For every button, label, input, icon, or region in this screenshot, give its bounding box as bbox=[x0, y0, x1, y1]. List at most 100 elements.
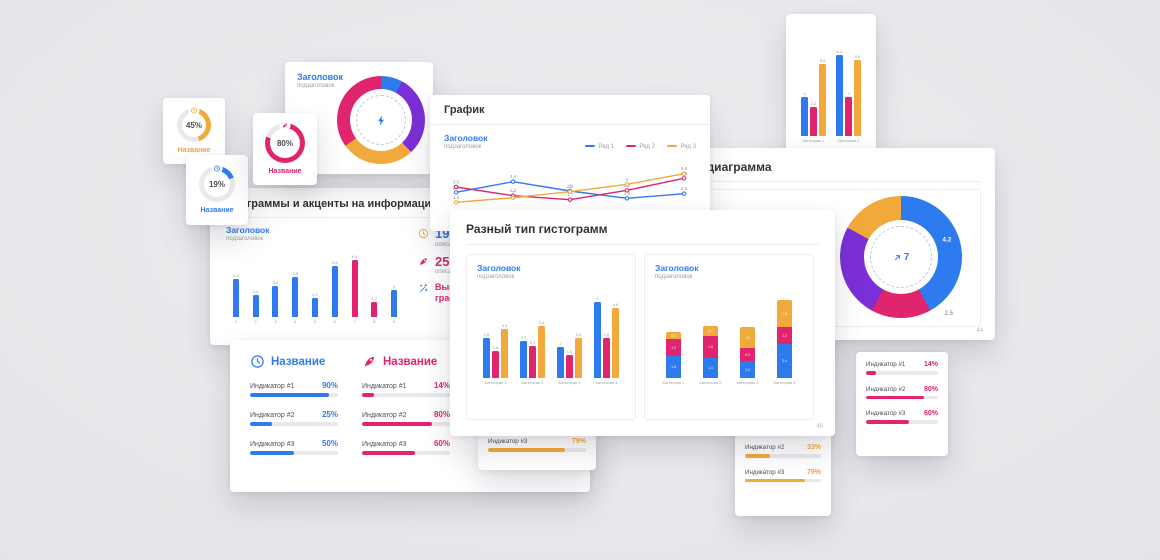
panel-heading: Заголовок bbox=[444, 133, 488, 143]
divider bbox=[226, 217, 576, 218]
bar-chart: 4.3 2.5 3.5 4.5 2.2 5.8 6.4 1.7 3 1 2 3 4 5 6 7 8 9 bbox=[232, 254, 398, 324]
card-title: Диаграммы и акценты на информацию bbox=[226, 198, 441, 210]
svg-text:2: 2 bbox=[512, 190, 515, 195]
legend-label: Ряд 2 bbox=[639, 144, 655, 150]
magic-wand-icon bbox=[418, 283, 429, 294]
column-header: Название bbox=[362, 354, 450, 369]
gauge-value: 19% bbox=[208, 179, 225, 189]
indicator-percent: 60% bbox=[923, 410, 938, 417]
indicator-percent: 25% bbox=[321, 410, 338, 419]
stacked-bar-chart: 1.6 1.2 0.5 1.4 1.6 0.7 1.2 0.9 1.5 2.4 1.2 1.9 Кате… bbox=[655, 286, 803, 385]
legend-item: Ряд 1 bbox=[585, 144, 614, 150]
svg-text:1.3: 1.3 bbox=[453, 195, 460, 200]
progress-track bbox=[745, 454, 821, 458]
indicator-label: Индикатор #2 bbox=[745, 444, 785, 451]
indicator-row: Индикатор #2 25% bbox=[250, 410, 338, 426]
column-header: Название bbox=[250, 354, 338, 369]
donut-center-dashed-circle bbox=[870, 226, 932, 288]
progress-fill bbox=[745, 454, 771, 458]
progress-track bbox=[362, 422, 450, 426]
gauge-value: 80% bbox=[276, 138, 293, 148]
window-title: График bbox=[430, 95, 710, 125]
gauge-value: 45% bbox=[185, 120, 202, 130]
progress-fill bbox=[250, 422, 272, 426]
svg-text:1.9: 1.9 bbox=[624, 191, 631, 196]
grouped-bar-chart: 2.6 1.8 3.2 2.4 2.1 3.4 2 1.5 2.6 5 2.6 4.6 Категори… bbox=[483, 296, 619, 385]
indicator-percent: 50% bbox=[321, 439, 338, 448]
indicator-row: Индикатор #2 80% bbox=[362, 410, 450, 426]
panel-heading: Заголовок bbox=[477, 263, 521, 273]
progress-fill bbox=[362, 393, 375, 397]
line-chart-card: График Заголовок подзаголовок Ряд 1 Ряд … bbox=[430, 95, 710, 231]
donut-center-value: 7 bbox=[840, 196, 962, 318]
gauge-hole bbox=[270, 128, 300, 158]
panel-subheading: подзаголовок bbox=[297, 83, 335, 89]
indicator-row: Индикатор #1 90% bbox=[250, 381, 338, 397]
mini-bar-chart-card: 3 2.2 5.5 6.2 3 5.8 Категория 1 Категория 2 bbox=[786, 14, 876, 164]
svg-text:1.7: 1.7 bbox=[567, 192, 574, 197]
bar-chart-block: Заголовок подзаголовок 4.3 2.5 3.5 4.5 2.2 5.… bbox=[226, 225, 404, 324]
page-number: 44 bbox=[976, 328, 983, 334]
progress-fill bbox=[488, 448, 566, 452]
gauge: 19% bbox=[199, 163, 235, 202]
grouped-bar-chart: 3 2.2 5.5 6.2 3 5.8 Категория 1 Категория 2 bbox=[801, 49, 861, 143]
arrow-up-right-icon bbox=[893, 253, 902, 262]
divider bbox=[649, 181, 981, 182]
panel-subheading: подзаголовок bbox=[655, 274, 693, 280]
svg-text:3: 3 bbox=[569, 184, 572, 189]
gauge: 80% bbox=[265, 120, 305, 163]
indicator-percent: 79% bbox=[571, 438, 586, 445]
indicator-row: Индикатор #3 50% bbox=[250, 439, 338, 455]
clock-icon bbox=[190, 107, 198, 114]
progress-fill bbox=[745, 478, 806, 482]
rocket-icon bbox=[282, 122, 289, 129]
legend-swatch bbox=[667, 145, 678, 148]
clock-icon bbox=[250, 354, 265, 369]
progress-fill bbox=[866, 371, 877, 375]
lightning-icon bbox=[375, 114, 388, 127]
indicator-label: Индикатор #1 bbox=[362, 383, 407, 390]
rocket-icon bbox=[362, 354, 377, 369]
gauge-hole bbox=[182, 113, 206, 137]
gauge: 45% bbox=[177, 105, 211, 142]
clock-icon bbox=[213, 165, 221, 172]
progress-fill bbox=[866, 395, 924, 399]
donut-center-icon bbox=[337, 76, 425, 164]
panel-heading: Заголовок bbox=[655, 263, 699, 273]
svg-text:4.4: 4.4 bbox=[510, 174, 517, 179]
indicator-row: Индикатор #2 80% bbox=[866, 386, 938, 399]
indicator-label: Индикатор #1 bbox=[866, 361, 906, 368]
indicator-percent: 14% bbox=[923, 361, 938, 368]
panel-heading: Заголовок bbox=[297, 72, 344, 82]
gauge-title: Название bbox=[177, 147, 211, 154]
center-value-text: 7 bbox=[903, 251, 910, 263]
indicator-row: Индикатор #3 79% bbox=[488, 438, 586, 452]
svg-text:2.9: 2.9 bbox=[567, 184, 574, 189]
divider bbox=[466, 244, 819, 245]
progress-track bbox=[250, 393, 338, 397]
indicator-row: Индикатор #1 14% bbox=[866, 361, 938, 375]
indicator-label: Индикатор #3 bbox=[488, 438, 528, 445]
indicator-label: Индикатор #1 bbox=[250, 383, 295, 390]
gauge-icon-bubble bbox=[211, 163, 223, 174]
indicator-label: Индикатор #2 bbox=[362, 412, 407, 419]
indicator-label: Индикатор #2 bbox=[250, 412, 295, 419]
progress-track bbox=[866, 420, 938, 424]
indicator-percent: 80% bbox=[433, 410, 450, 419]
progress-fill bbox=[362, 451, 415, 455]
legend-label: Ряд 3 bbox=[680, 144, 696, 150]
svg-text:4: 4 bbox=[626, 177, 629, 182]
indicator-percent: 79% bbox=[806, 468, 821, 476]
svg-text:3.6: 3.6 bbox=[453, 180, 460, 185]
svg-text:2.6: 2.6 bbox=[681, 186, 688, 191]
indicator-percent: 33% bbox=[806, 444, 821, 451]
line-chart: 2.84.431.92.63.62.31.73.14.91.322.945.6 bbox=[444, 161, 696, 224]
donut-chart bbox=[337, 76, 425, 164]
indicator-percent: 90% bbox=[321, 381, 338, 390]
indicator-strip-card: Индикатор #3 79% bbox=[478, 430, 596, 470]
indicator-column-pink: Название Индикатор #1 14% Индикатор #2 80%… bbox=[362, 354, 450, 468]
page-number: 45 bbox=[816, 424, 823, 430]
indicators-pink-card: Индикатор #1 14% Индикатор #2 80% Индикато… bbox=[856, 352, 948, 456]
legend-label: Ряд 1 bbox=[598, 144, 614, 150]
gauge-title: Название bbox=[268, 168, 302, 175]
